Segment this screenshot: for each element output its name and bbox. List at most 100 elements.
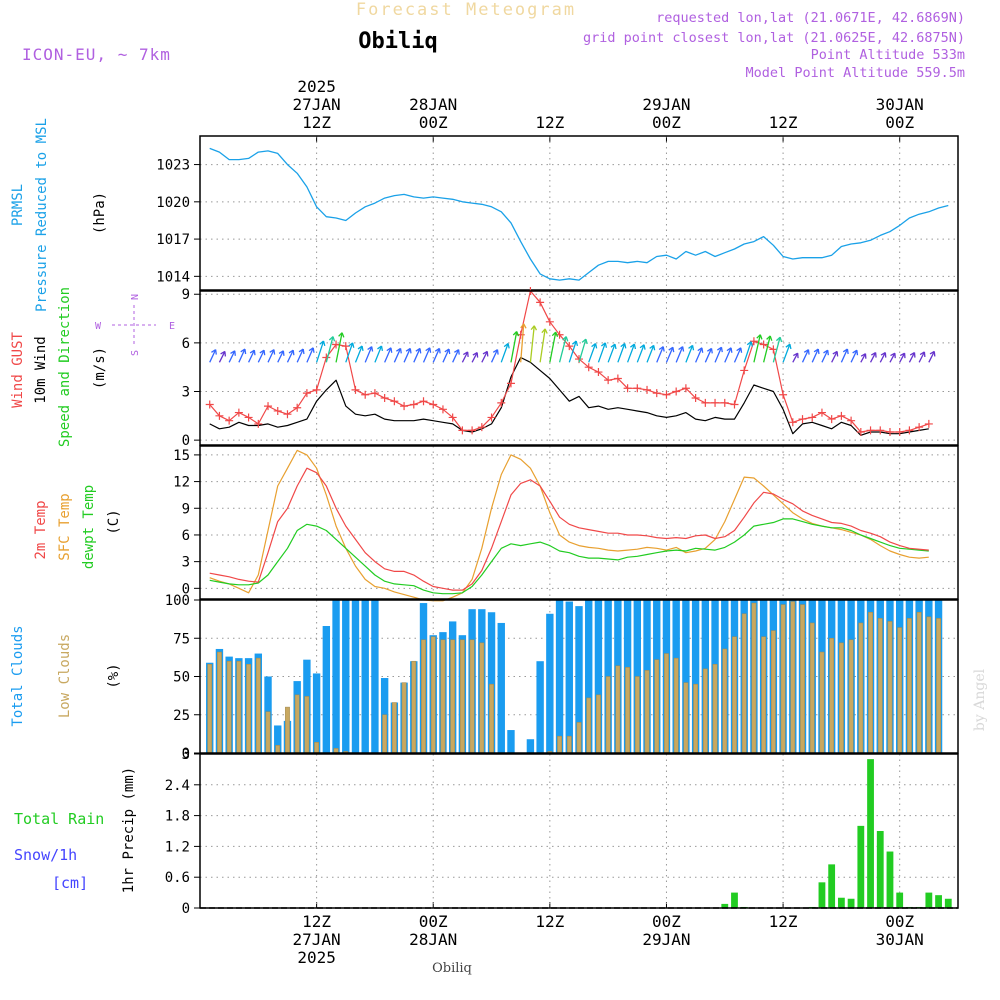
total-cloud-bar	[691, 600, 700, 753]
wind-ytick-label: 9	[182, 287, 190, 303]
wind-arrow-head	[649, 344, 656, 351]
low-cloud-bar	[897, 627, 903, 754]
wind-arrow	[374, 345, 383, 363]
wind-arrow-head	[249, 349, 256, 356]
pressure-labels: PRMSL Pressure Reduced to MSL (hPa)	[10, 118, 108, 312]
bottom-time-label: 12Z	[535, 912, 564, 931]
wind-arrow	[461, 351, 469, 363]
low-cloud-bar	[401, 682, 407, 754]
wind-arrow	[325, 336, 334, 363]
low-cloud-bar	[217, 651, 222, 754]
wind-arrow-head	[880, 352, 887, 358]
wind-arrow-head	[842, 348, 849, 355]
wind-arrow-head	[658, 346, 665, 352]
wind-arrow	[315, 340, 325, 363]
low-cloud-bar	[275, 745, 281, 754]
wind-arrow-head	[520, 323, 527, 329]
wind-arrow-head	[870, 352, 877, 358]
wind-arrow	[704, 348, 713, 363]
wind-ytick-label: 6	[182, 336, 190, 352]
wind-arrow	[821, 349, 829, 363]
wind-arrow-head	[541, 328, 548, 334]
precip-snow-label: Snow/1h	[14, 846, 77, 864]
gust-marker	[419, 397, 428, 406]
wind-arrow	[481, 351, 488, 363]
precip-ytick-label: 0.6	[165, 870, 190, 886]
wind-arrow-head	[328, 336, 336, 342]
precip-ytick-label: 0	[182, 901, 190, 917]
wind-arrow-head	[716, 346, 723, 353]
gust-marker	[312, 385, 321, 394]
gust-marker	[847, 416, 856, 425]
wind-arrow-head	[919, 351, 926, 358]
wind-arrow-head	[288, 349, 295, 356]
low-cloud-bar	[644, 670, 650, 754]
wind-arrow	[860, 353, 867, 363]
wind-arrow	[452, 349, 460, 363]
wind-arrow	[801, 349, 810, 363]
wind-arrow	[257, 349, 265, 363]
low-cloud-bar	[702, 668, 708, 754]
gust-marker	[468, 426, 477, 435]
low-cloud-bar	[596, 694, 601, 754]
wind-arrow	[899, 352, 906, 363]
gust-marker	[225, 416, 234, 425]
wind-arrow	[869, 352, 877, 363]
wind-arrow-head	[377, 345, 384, 352]
low-cloud-bar	[605, 676, 611, 754]
gust-marker	[302, 389, 311, 398]
gust-marker	[788, 418, 797, 427]
gust-marker	[448, 413, 457, 422]
gust-marker	[672, 387, 681, 396]
top-time-label: 12Z	[535, 113, 564, 132]
total-cloud-bar	[274, 725, 282, 753]
compass-e: E	[169, 321, 175, 332]
low-cloud-bar	[741, 613, 747, 754]
gust-marker	[623, 384, 632, 393]
low-cloud-bar	[761, 636, 767, 754]
wind-arrow-head	[396, 347, 402, 354]
low-cloud-bar	[770, 630, 776, 754]
temp-ytick-label: 9	[182, 501, 190, 517]
temp-ytick-label: 0	[182, 581, 190, 597]
wind-arrow-head	[736, 347, 743, 353]
top-time-label: 00Z	[419, 113, 448, 132]
rain-bar	[935, 895, 942, 908]
gust-marker	[487, 413, 496, 422]
precip-ytick-label: 1.8	[165, 809, 190, 825]
wind-arrow-head	[890, 352, 896, 359]
wind-arrow-head	[860, 353, 867, 359]
wind-arrow-head	[793, 352, 799, 359]
total-cloud-bar	[536, 661, 544, 753]
precip-ytick-label: 2.4	[165, 778, 190, 794]
low-cloud-bar	[887, 621, 893, 754]
low-cloud-bar	[226, 660, 232, 754]
top-time-label: 12Z	[302, 113, 331, 132]
wind-arrow-head	[338, 332, 345, 338]
wind-arrow	[656, 346, 664, 363]
wind-arrow-head	[571, 340, 579, 347]
model-name: ICON-EU, ~ 7km	[22, 45, 171, 64]
gust-marker	[400, 402, 409, 411]
wind-arrow-head	[357, 345, 364, 352]
wind-arrow-head	[492, 349, 499, 355]
pressure-unit: (hPa)	[92, 192, 108, 234]
wind-arrow	[354, 345, 363, 363]
wind-arrow	[685, 345, 694, 363]
gust-marker	[740, 366, 749, 375]
low-cloud-bar	[430, 636, 436, 754]
gust-marker	[380, 393, 389, 402]
cloud-panel: 0 25 50 75 100	[165, 593, 959, 762]
gust-marker	[283, 410, 292, 419]
wind-arrow-head	[298, 348, 305, 355]
low-cloud-bar	[469, 639, 475, 754]
watermark: by Angel	[972, 668, 988, 731]
total-cloud-bar	[594, 600, 603, 753]
wind-arrow	[384, 347, 392, 363]
wind-arrow-head	[620, 343, 627, 349]
bottom-time-label: 2025	[297, 948, 336, 967]
temp-ytick-label: 6	[182, 528, 190, 544]
